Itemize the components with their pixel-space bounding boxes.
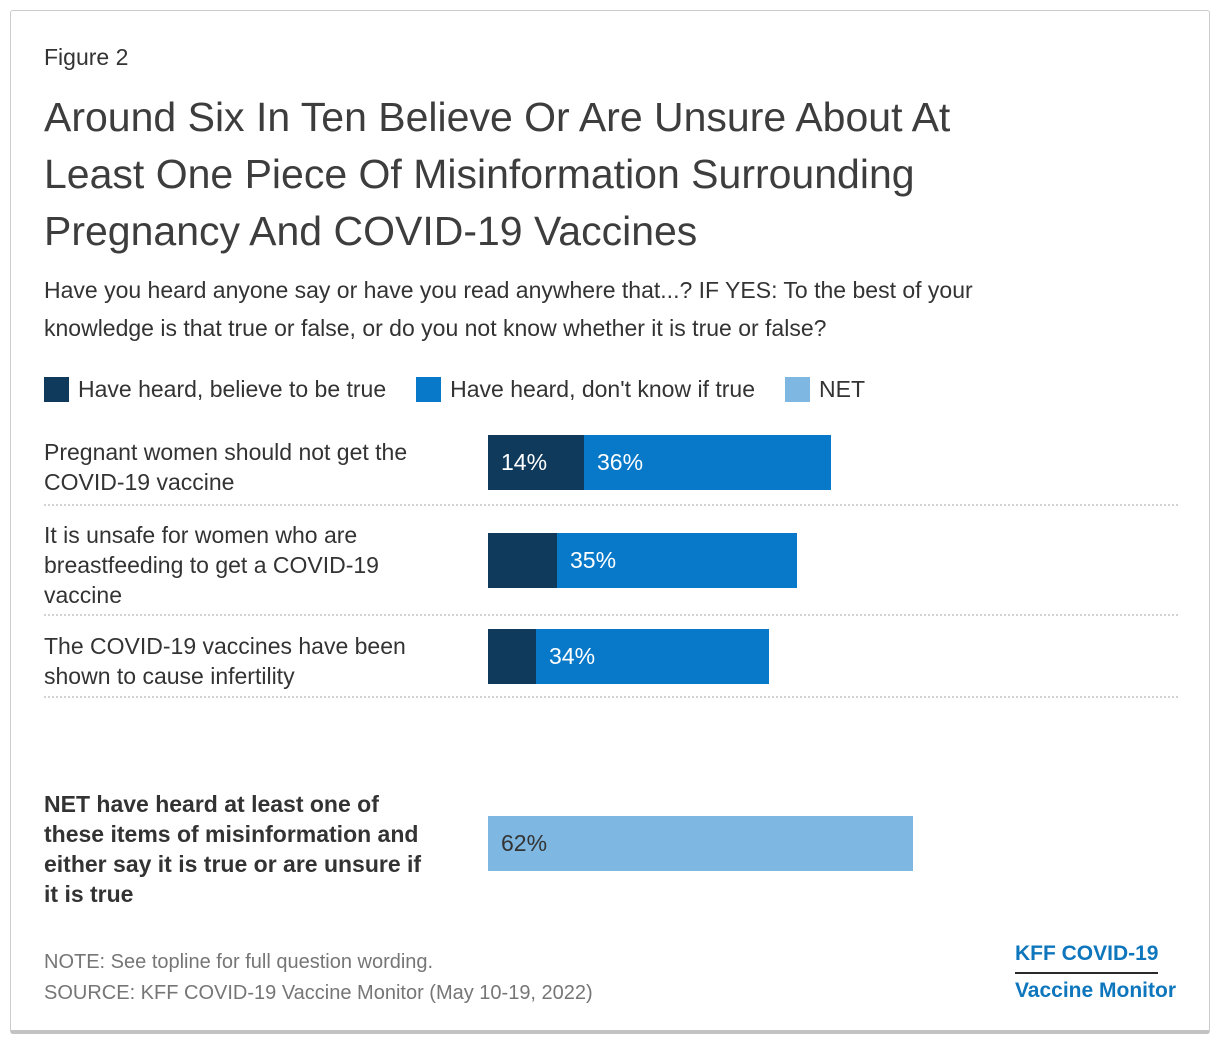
legend-item: Have heard, don't know if true (416, 376, 755, 403)
bar-segment: 34% (536, 629, 769, 684)
kff-logo: KFF COVID-19 Vaccine Monitor (1014, 942, 1176, 1003)
bar-value-label: 36% (597, 449, 644, 475)
legend-swatch-icon (416, 377, 442, 402)
legend-item: NET (785, 376, 865, 403)
bar-value-label: 62% (501, 830, 548, 856)
category-label: It is unsafe for women who are breastfee… (44, 522, 379, 608)
note-text: NOTE: See topline for full question word… (44, 951, 434, 973)
stacked-bar: 34% (488, 629, 769, 684)
legend-item: Have heard, believe to be true (44, 376, 386, 403)
row-divider (44, 504, 1178, 506)
legend-label: Have heard, don't know if true (450, 376, 755, 402)
legend-swatch-icon (44, 377, 69, 402)
stacked-bar: 14% 36% (488, 435, 831, 490)
bar-value-label: 34% (549, 643, 596, 669)
chart-subtitle: Have you heard anyone say or have you re… (44, 277, 973, 341)
chart-title: Around Six In Ten Believe Or Are Unsure … (44, 94, 951, 254)
bar-value-label: 14% (501, 449, 548, 475)
figure-card: Figure 2 Around Six In Ten Believe Or Ar… (10, 10, 1210, 1034)
row-divider (44, 696, 1178, 698)
bar-segment: 36% (584, 435, 831, 490)
bar-segment (488, 629, 536, 684)
net-bar: 62% (488, 816, 913, 871)
legend-label: NET (819, 376, 865, 402)
bar-segment: 14% (488, 435, 584, 490)
legend-label: Have heard, believe to be true (78, 376, 387, 402)
category-label: Pregnant women should not get the COVID-… (44, 439, 408, 495)
bar-value-label: 35% (570, 547, 617, 573)
stacked-bar: 35% (488, 533, 797, 588)
source-text: SOURCE: KFF COVID-19 Vaccine Monitor (Ma… (44, 982, 593, 1004)
bar-segment: 35% (557, 533, 797, 588)
legend: Have heard, believe to be true Have heard… (44, 376, 865, 403)
net-category-label: NET have heard at least one of these ite… (44, 791, 422, 907)
figure-label: Figure 2 (44, 44, 129, 70)
kff-logo-line1: KFF COVID-19 (1014, 942, 1159, 974)
bar-segment (488, 533, 557, 588)
row-divider (44, 614, 1178, 616)
note-source-block: NOTE: See topline for full question word… (44, 947, 593, 1009)
kff-logo-line2: Vaccine Monitor (1014, 979, 1176, 1002)
legend-swatch-icon (785, 377, 810, 402)
category-label: The COVID-19 vaccines have been shown to… (44, 633, 406, 689)
bar-segment: 62% (488, 816, 913, 871)
